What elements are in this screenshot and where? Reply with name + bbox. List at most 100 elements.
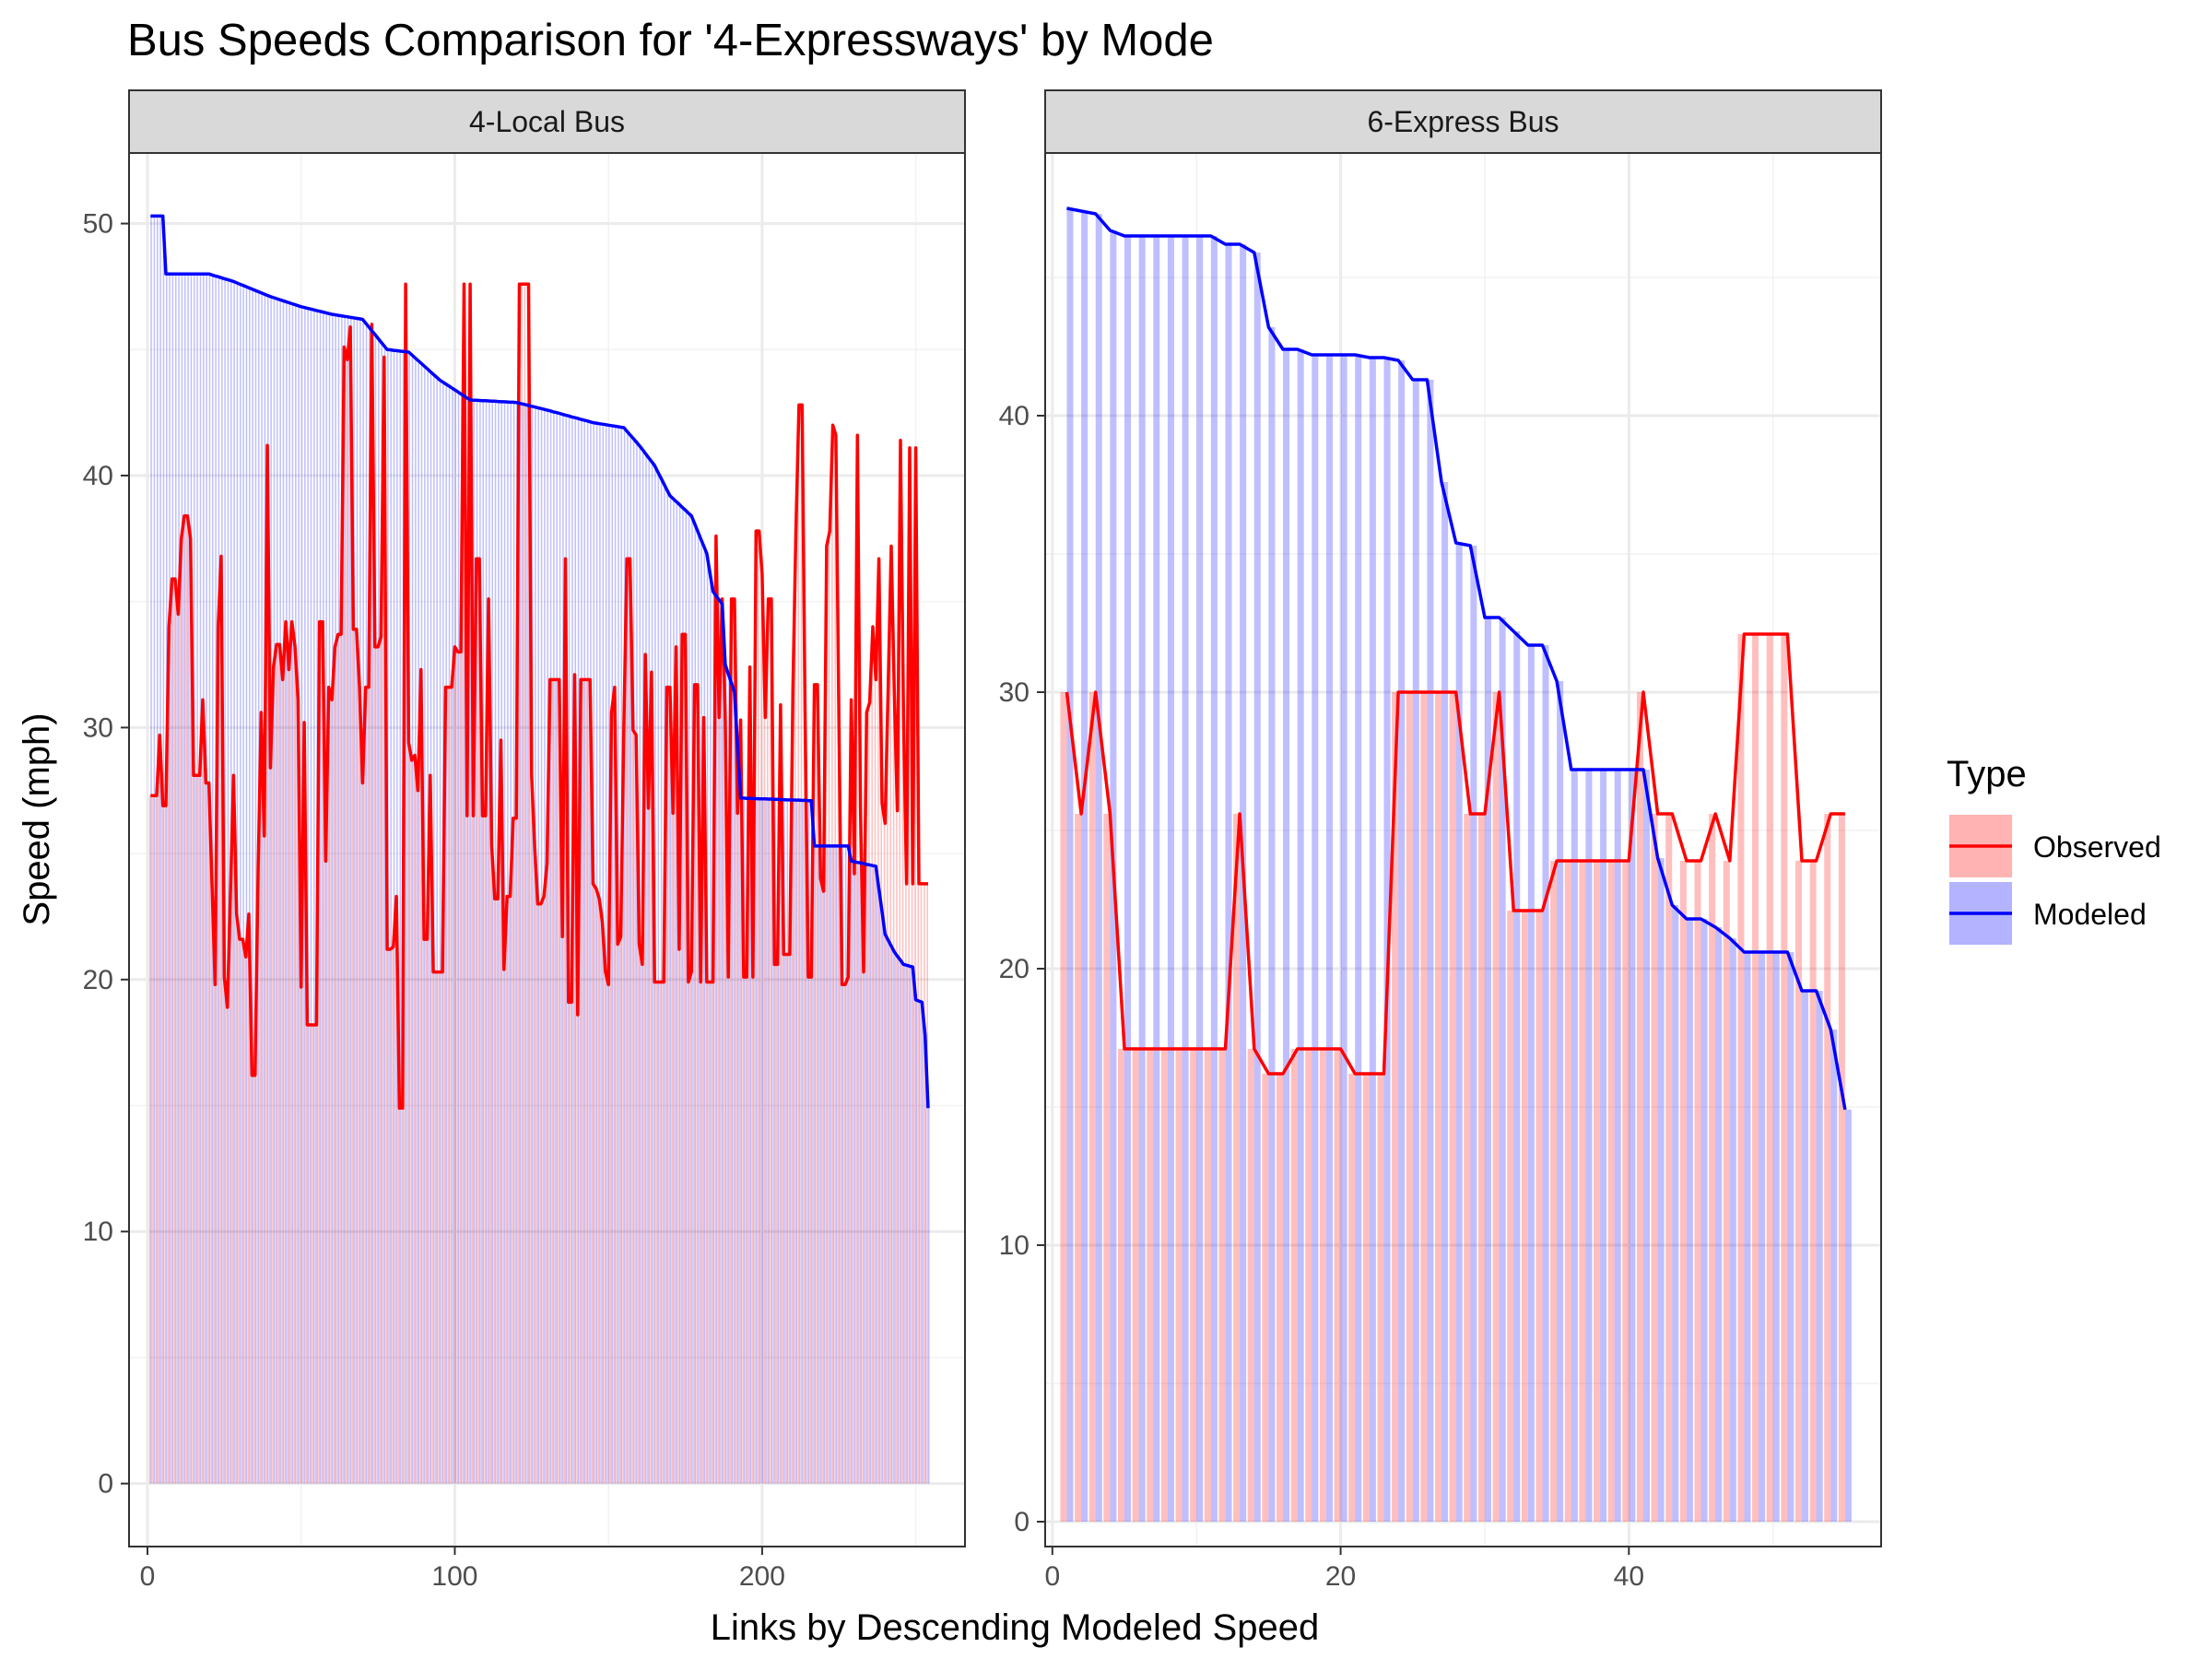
bar-modeled	[632, 438, 635, 1484]
facet-express-bus: 6-Express Bus 0 20 40 0 10 20 30 40	[999, 89, 1882, 1592]
bar-observed	[484, 816, 486, 1484]
bar-observed	[1679, 861, 1687, 1522]
bar-observed	[754, 531, 757, 1484]
bar-observed	[1651, 814, 1658, 1522]
bar-modeled	[805, 800, 807, 1484]
bar-modeled	[1614, 770, 1621, 1522]
bar-observed	[394, 896, 397, 1484]
bar-modeled	[203, 274, 205, 1484]
bar-modeled	[1585, 770, 1593, 1522]
bar-observed	[1132, 1049, 1139, 1522]
bar-observed	[256, 868, 259, 1484]
bar-observed	[1622, 861, 1630, 1522]
bar-observed	[222, 977, 225, 1484]
bar-modeled	[276, 299, 278, 1484]
bar-modeled	[897, 956, 900, 1484]
bar-observed	[524, 284, 526, 1484]
bar-observed	[883, 823, 886, 1484]
bar-modeled	[734, 692, 736, 1484]
bar-observed	[896, 810, 898, 1484]
bar-modeled	[436, 377, 438, 1484]
bar-observed	[638, 944, 640, 1484]
bar-observed	[155, 795, 158, 1484]
bar-observed	[825, 546, 827, 1484]
bar-observed	[247, 913, 250, 1484]
bar-modeled	[199, 274, 202, 1484]
y-tick-label: 20	[999, 954, 1030, 984]
bar-observed	[735, 813, 738, 1484]
bar-modeled	[664, 483, 665, 1484]
bar-observed	[167, 627, 170, 1484]
bar-observed	[699, 982, 701, 1484]
bar-modeled	[743, 797, 746, 1484]
bar-observed	[613, 687, 615, 1484]
bar-observed	[782, 954, 784, 1484]
bar-modeled	[614, 426, 617, 1484]
bar-modeled	[390, 349, 392, 1484]
bar-observed	[1449, 692, 1456, 1522]
bar-modeled	[1167, 236, 1174, 1522]
bar-modeled	[1297, 349, 1304, 1522]
bar-observed	[1103, 814, 1111, 1522]
bar-observed	[634, 735, 637, 1484]
bar-modeled	[153, 216, 156, 1484]
bar-modeled	[369, 326, 371, 1484]
bar-modeled	[851, 861, 853, 1484]
y-tick-label: 10	[83, 1217, 113, 1247]
facet-local-bus: 4-Local Bus 0 100 200 0 10 20 30 40 50	[83, 89, 966, 1592]
bar-modeled	[876, 865, 877, 1484]
bar-observed	[1276, 1074, 1284, 1522]
bar-observed	[745, 977, 747, 1484]
bar-observed	[551, 679, 554, 1484]
bar-observed	[785, 954, 787, 1484]
bar-observed	[684, 634, 686, 1484]
y-axis-title: Speed (mph)	[17, 712, 57, 925]
bar-observed	[892, 692, 895, 1484]
bar-observed	[610, 712, 612, 1484]
chart-title: Bus Speeds Comparison for '4-Expressways…	[127, 16, 1214, 65]
bar-observed	[828, 531, 830, 1484]
bar-observed	[843, 984, 845, 1484]
plot-area	[1045, 153, 1881, 1547]
bar-modeled	[353, 317, 355, 1484]
bar-observed	[1766, 634, 1773, 1522]
bar-observed	[450, 687, 453, 1484]
bar-observed	[1564, 861, 1571, 1522]
bar-modeled	[452, 387, 453, 1484]
bar-observed	[496, 899, 499, 1484]
bar-modeled	[574, 418, 577, 1484]
bar-modeled	[540, 408, 543, 1484]
bar-observed	[733, 598, 735, 1484]
bar-observed	[441, 971, 443, 1484]
bar-observed	[339, 634, 342, 1484]
bar-modeled	[1629, 770, 1636, 1522]
bar-observed	[693, 684, 695, 1484]
bar-modeled	[1600, 770, 1607, 1522]
bar-observed	[1392, 692, 1399, 1522]
bar-observed	[530, 775, 532, 1484]
bar-observed	[659, 982, 661, 1484]
bar-observed	[370, 324, 372, 1484]
bar-observed	[382, 357, 384, 1484]
bar-observed	[512, 818, 513, 1484]
bar-modeled	[722, 604, 724, 1484]
bar-observed	[677, 949, 679, 1484]
bar-observed	[588, 679, 591, 1484]
bar-modeled	[531, 406, 534, 1484]
bar-observed	[342, 347, 345, 1484]
bar-observed	[763, 717, 766, 1484]
bar-modeled	[593, 422, 595, 1484]
bar-modeled	[737, 745, 739, 1484]
bar-observed	[176, 614, 179, 1484]
y-tick-label: 20	[83, 965, 113, 995]
bar-observed	[865, 712, 867, 1484]
bar-modeled	[406, 351, 407, 1484]
bar-modeled	[445, 383, 447, 1484]
bar-modeled	[286, 301, 288, 1484]
bar-modeled	[498, 401, 500, 1484]
bar-modeled	[313, 310, 315, 1484]
bar-modeled	[694, 523, 697, 1484]
bar-modeled	[909, 966, 912, 1484]
bar-observed	[351, 629, 354, 1484]
bar-modeled	[798, 800, 801, 1484]
